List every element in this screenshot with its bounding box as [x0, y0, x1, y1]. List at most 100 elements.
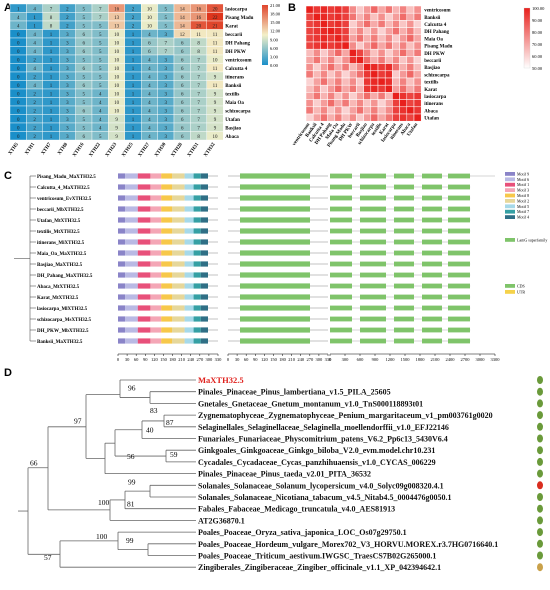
species-icon — [537, 422, 543, 431]
heatmap-value: 2 — [132, 7, 135, 12]
identity-cell — [363, 48, 372, 57]
species-icon — [537, 376, 543, 384]
gene-axis-tick-label: 1500 — [401, 357, 411, 362]
identity-cell — [334, 63, 343, 72]
motif-block — [193, 184, 201, 190]
heatmap-value: 0 — [17, 84, 20, 89]
motif-legend-label: Motif 7 — [517, 209, 529, 214]
heatmap-value: 21 — [213, 24, 219, 29]
row-label: itinerans — [225, 75, 244, 80]
heatmap-value: 3 — [165, 109, 168, 114]
identity-cell — [356, 56, 364, 64]
motif-block — [172, 283, 185, 289]
domain-axis-tick-label: 30 — [235, 357, 240, 362]
identity-cell — [356, 12, 364, 21]
identity-row-label: Basjiao — [424, 66, 440, 71]
gene-label: ventricosum_EvXTH32.5 — [37, 197, 92, 202]
taxon-label: Funariales_Funariaceae_Physcomitrium_pat… — [198, 435, 448, 444]
motif-block — [161, 261, 172, 267]
identity-cell — [334, 113, 343, 122]
heatmap-value: 7 — [197, 126, 200, 131]
heatmap-value: 3 — [165, 92, 168, 97]
identity-cell — [363, 20, 372, 28]
bootstrap-label: 97 — [74, 416, 82, 425]
motif-block — [184, 217, 194, 223]
motif-block — [193, 228, 201, 234]
identity-cell — [384, 84, 393, 93]
identity-cell — [363, 56, 372, 64]
identity-cell — [334, 12, 343, 21]
identity-cell — [384, 106, 393, 115]
colorbar-b-tick: 60.00 — [532, 54, 543, 59]
heatmap-value: 5 — [99, 58, 102, 63]
cds-block — [394, 316, 414, 322]
motif-block — [118, 184, 126, 190]
identity-cell — [384, 5, 393, 14]
heatmap-value: 0 — [17, 135, 20, 140]
identity-cell — [341, 106, 350, 115]
cds-block — [422, 261, 442, 267]
identity-cell — [312, 70, 321, 79]
identity-cell — [334, 92, 343, 100]
identity-cell — [370, 84, 379, 93]
motif-block — [161, 272, 172, 278]
identity-cell — [413, 99, 422, 108]
identity-cell — [370, 113, 379, 122]
motif-block — [150, 239, 162, 245]
gene-axis-tick-label: 0 — [329, 357, 332, 362]
identity-cell — [305, 84, 314, 93]
motif-block — [125, 184, 138, 190]
heatmap-value: 5 — [83, 101, 86, 106]
cds-block — [394, 250, 414, 256]
cds-block — [360, 261, 386, 267]
heatmap-value: 10 — [213, 58, 219, 63]
heatmap-value: 11 — [213, 33, 218, 38]
cds-block — [448, 206, 470, 212]
motif-block — [184, 316, 194, 322]
motif-block — [125, 239, 138, 245]
heatmap-value: 4 — [148, 135, 151, 140]
motif-block — [172, 228, 185, 234]
colorbar-tick: 21.00 — [270, 3, 281, 8]
lamg-domain — [240, 239, 310, 245]
gene-label: itinerans_MiXTH32.5 — [37, 241, 85, 246]
heatmap-value: 2 — [33, 126, 36, 131]
heatmap-value: 5 — [99, 67, 102, 72]
heatmap-value: 9 — [115, 135, 118, 140]
taxon-label: Cycadales_Cycadaceae_Cycas_panzhihuaensi… — [198, 458, 436, 467]
motif-block — [137, 305, 151, 311]
motif-block — [161, 239, 172, 245]
domain-axis-tick-label: 210 — [288, 357, 296, 362]
motif-block — [184, 239, 194, 245]
motif-block — [161, 228, 172, 234]
heatmap-value: 3 — [66, 92, 69, 97]
heatmap-value: 16 — [196, 7, 202, 12]
motif-block — [193, 173, 201, 179]
species-icon — [537, 493, 543, 501]
identity-cell — [413, 106, 422, 115]
cds-block — [422, 305, 442, 311]
identity-cell — [327, 20, 336, 28]
motif-block — [200, 338, 208, 344]
heatmap-value: 3 — [165, 75, 168, 80]
bootstrap-label: 99 — [126, 536, 134, 545]
heatmap-value: 6 — [83, 67, 86, 72]
species-icon — [537, 528, 543, 537]
row-label: Calcutta 4 — [225, 67, 248, 72]
identity-cell — [348, 12, 357, 21]
motif-legend-label: Motif 5 — [517, 204, 529, 209]
heatmap-value: 6 — [181, 92, 184, 97]
motif-block — [193, 217, 201, 223]
heatmap-value: 1 — [50, 135, 53, 140]
heatmap-value: 5 — [83, 118, 86, 123]
cds-block — [330, 184, 352, 190]
panel-a-label: A — [4, 2, 12, 14]
heatmap-value: 6 — [181, 67, 184, 72]
heatmap-value: 5 — [83, 16, 86, 21]
panel-d-label: D — [4, 367, 12, 379]
motif-block — [137, 261, 151, 267]
identity-cell — [392, 63, 400, 72]
identity-cell — [413, 92, 422, 100]
motif-block — [172, 261, 185, 267]
identity-cell — [377, 84, 386, 93]
